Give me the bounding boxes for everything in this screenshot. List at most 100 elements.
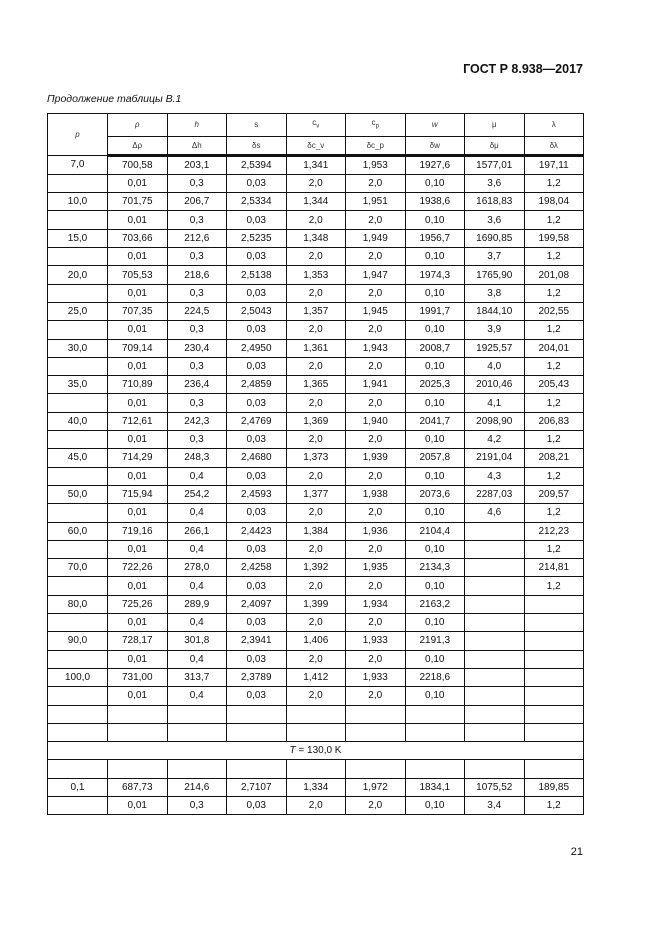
value-cell <box>523 631 584 651</box>
uncertainty-row: 0,01 0,4 0,03 2,0 2,0 0,10 1,2 <box>47 539 584 560</box>
column-header-uncertainty: δc_p <box>345 135 406 157</box>
uncertainty-cell: 2,0 <box>285 430 346 450</box>
value-cell: 2287,03 <box>464 484 525 505</box>
uncertainty-cell: 0,10 <box>404 686 465 706</box>
uncertainty-row: 0,01 0,3 0,03 2,0 2,0 0,10 3,7 1,2 <box>47 247 584 267</box>
uncertainty-cell: 0,01 <box>107 210 168 230</box>
empty-cell <box>404 759 465 779</box>
uncertainty-cell: 0,4 <box>166 503 227 523</box>
empty-row <box>47 759 584 779</box>
uncertainty-cell: 2,0 <box>345 173 406 194</box>
uncertainty-cell <box>464 613 525 633</box>
value-cell: 248,3 <box>166 448 227 468</box>
uncertainty-cell: 0,4 <box>166 466 227 486</box>
value-cell: 202,55 <box>523 301 584 322</box>
value-cell: 1,935 <box>345 558 406 578</box>
table-row: 35,0 710,89 236,4 2,4859 1,365 1,941 2025,3 201… <box>47 375 584 395</box>
uncertainty-cell: 0,3 <box>166 795 227 816</box>
uncertainty-cell: 0,03 <box>226 613 287 633</box>
value-cell: 2,4593 <box>226 484 287 505</box>
value-cell: 709,14 <box>107 338 168 358</box>
uncertainty-cell: 0,4 <box>166 686 227 706</box>
table-row: 10,0 701,75 206,7 2,5334 1,344 1,951 1938,6 161… <box>47 192 584 212</box>
uncertainty-cell: 0,3 <box>166 283 227 303</box>
uncertainty-cell: 0,03 <box>226 430 287 450</box>
uncertainty-cell: 0,10 <box>404 320 465 340</box>
value-cell: 1577,01 <box>464 154 525 175</box>
value-cell: 2,3789 <box>226 667 287 688</box>
value-cell: 242,3 <box>166 411 227 432</box>
value-cell: 2163,2 <box>404 594 465 615</box>
value-cell: 687,73 <box>107 777 168 797</box>
empty-cell <box>404 722 465 743</box>
pressure-cell: 30,0 <box>47 338 108 358</box>
uncertainty-cell: 2,0 <box>345 466 406 486</box>
uncertainty-cell <box>464 576 525 596</box>
value-cell: 1,399 <box>285 594 346 615</box>
uncertainty-cell: 1,2 <box>523 576 584 596</box>
uncertainty-cell: 2,0 <box>285 613 346 633</box>
uncertainty-cell: 2,0 <box>345 430 406 450</box>
uncertainty-row: 0,01 0,3 0,03 2,0 2,0 0,10 4,2 1,2 <box>47 430 584 450</box>
uncertainty-cell: 0,4 <box>166 613 227 633</box>
value-cell: 2,5394 <box>226 154 287 175</box>
empty-cell <box>47 320 108 340</box>
column-header-uncertainty: δw <box>404 135 465 157</box>
value-cell: 2010,46 <box>464 375 525 395</box>
value-cell: 712,61 <box>107 411 168 432</box>
value-cell: 198,04 <box>523 192 584 212</box>
value-cell: 1991,7 <box>404 301 465 322</box>
pressure-cell: 35,0 <box>47 375 108 395</box>
uncertainty-cell: 0,3 <box>166 393 227 413</box>
value-cell: 2,4258 <box>226 558 287 578</box>
uncertainty-cell: 0,10 <box>404 393 465 413</box>
pressure-cell: 50,0 <box>47 484 108 505</box>
value-cell: 199,58 <box>523 228 584 249</box>
uncertainty-cell: 1,2 <box>523 356 584 377</box>
empty-cell <box>47 795 108 816</box>
page-number: 21 <box>570 846 583 858</box>
uncertainty-cell: 3,9 <box>464 320 525 340</box>
value-cell: 2008,7 <box>404 338 465 358</box>
value-cell: 2,4097 <box>226 594 287 615</box>
value-cell: 2,4950 <box>226 338 287 358</box>
uncertainty-cell: 0,4 <box>166 576 227 596</box>
table-row: 50,0 715,94 254,2 2,4593 1,377 1,938 2073,6 228… <box>47 484 584 505</box>
uncertainty-cell: 1,2 <box>523 430 584 450</box>
value-cell: 728,17 <box>107 631 168 651</box>
value-cell: 1,940 <box>345 411 406 432</box>
value-cell <box>464 558 525 578</box>
value-cell: 1,934 <box>345 594 406 615</box>
uncertainty-cell: 0,03 <box>226 283 287 303</box>
value-cell: 230,4 <box>166 338 227 358</box>
empty-cell <box>47 759 108 779</box>
uncertainty-cell: 2,0 <box>285 686 346 706</box>
uncertainty-cell: 2,0 <box>285 649 346 669</box>
value-cell: 1974,3 <box>404 265 465 285</box>
uncertainty-cell <box>523 686 584 706</box>
uncertainty-cell: 3,4 <box>464 795 525 816</box>
value-cell: 1,938 <box>345 484 406 505</box>
empty-cell <box>47 356 108 377</box>
value-cell: 731,00 <box>107 667 168 688</box>
uncertainty-row: 0,01 0,4 0,03 2,0 2,0 0,10 <box>47 613 584 633</box>
value-cell: 289,9 <box>166 594 227 615</box>
uncertainty-cell: 2,0 <box>285 503 346 523</box>
uncertainty-cell: 0,03 <box>226 320 287 340</box>
uncertainty-row: 0,01 0,3 0,03 2,0 2,0 0,10 3,6 1,2 <box>47 173 584 194</box>
pressure-cell: 70,0 <box>47 558 108 578</box>
value-cell: 1,365 <box>285 375 346 395</box>
value-cell: 224,5 <box>166 301 227 322</box>
empty-cell <box>47 649 108 669</box>
value-cell: 2,5334 <box>226 192 287 212</box>
value-cell: 2,5235 <box>226 228 287 249</box>
column-header: λ <box>523 113 584 137</box>
value-cell: 1,369 <box>285 411 346 432</box>
empty-cell <box>107 722 168 743</box>
uncertainty-cell: 1,2 <box>523 283 584 303</box>
uncertainty-cell: 0,03 <box>226 210 287 230</box>
column-header-uncertainty: δλ <box>523 135 584 157</box>
uncertainty-cell: 2,0 <box>345 283 406 303</box>
value-cell: 1927,6 <box>404 154 465 175</box>
uncertainty-row: 0,01 0,3 0,03 2,0 2,0 0,10 3,9 1,2 <box>47 320 584 340</box>
